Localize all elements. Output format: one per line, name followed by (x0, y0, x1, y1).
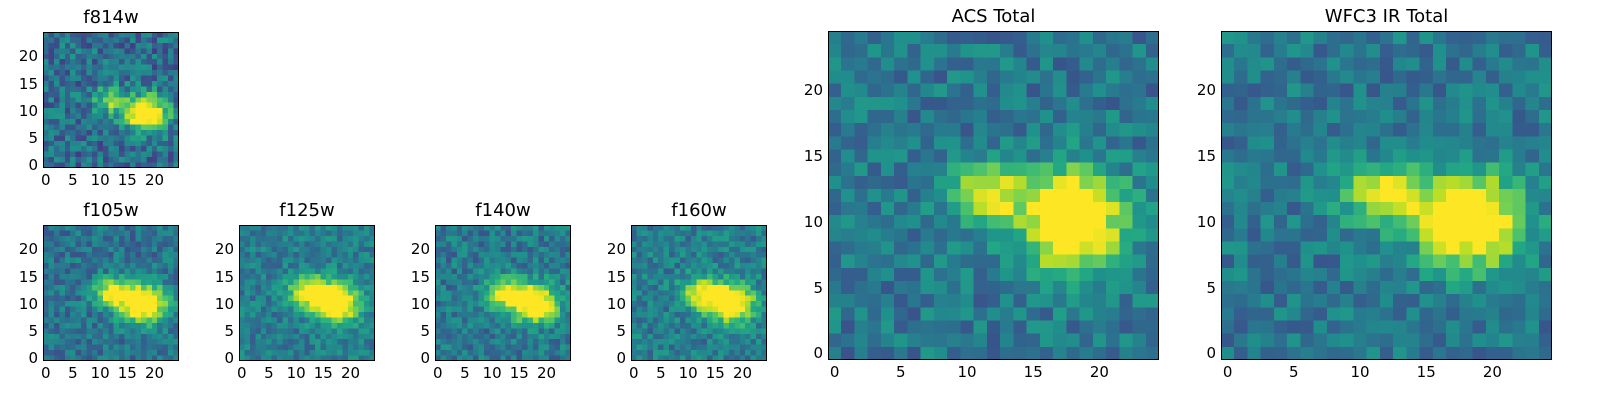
f814w-y-tick-label: 5 (28, 129, 38, 148)
f814w-x-tick-label: 10 (90, 171, 110, 189)
f814w-y-tick-label: 10 (18, 101, 38, 120)
acs-total-y-tick-label: 0 (813, 344, 823, 363)
f105w-x-tick-label: 20 (144, 364, 165, 382)
f105w-y-tick-label: 5 (28, 322, 38, 341)
f105w-y-tick-label: 15 (18, 267, 38, 286)
f105w-image (43, 225, 179, 361)
f140w-y-tick-label: 10 (410, 294, 430, 313)
f140w-x-tick-label: 5 (460, 364, 470, 382)
f814w-x-tick-label: 0 (40, 171, 51, 189)
f160w-y-tick-label: 0 (616, 349, 626, 368)
f160w-title: f160w (671, 200, 727, 221)
f125w-y-tick-label: 10 (214, 294, 234, 313)
acs-total-title: ACS Total (951, 6, 1036, 27)
f814w-y-tick-label: 15 (18, 74, 38, 93)
f140w-title: f140w (475, 200, 531, 221)
acs-total-y-tick-label: 5 (813, 278, 823, 297)
f814w-image (43, 32, 179, 168)
f125w-image (239, 225, 375, 361)
f814w-x-tick-label: 5 (68, 171, 78, 189)
f140w-image (435, 225, 571, 361)
f160w-x-tick-label: 10 (678, 364, 698, 382)
f160w-x-tick-label: 15 (705, 364, 725, 382)
f140w-x-tick-label: 0 (432, 364, 443, 382)
wfc3-ir-total-y-tick-label: 15 (1196, 147, 1216, 166)
wfc3-ir-total-x-tick-label: 10 (1350, 363, 1370, 381)
f125w-x-tick-label: 10 (286, 364, 306, 382)
wfc3-ir-total-x-tick-label: 0 (1222, 363, 1233, 381)
f140w-y-tick-label: 15 (410, 267, 430, 286)
f814w-x-tick-label: 20 (144, 171, 165, 189)
wfc3-ir-total-image (1221, 31, 1552, 360)
f105w-y-tick-label: 10 (18, 294, 38, 313)
acs-total-x-tick-label: 5 (896, 363, 906, 381)
wfc3-ir-total-y-tick-label: 5 (1206, 278, 1216, 297)
acs-total-x-tick-label: 15 (1023, 363, 1043, 381)
f125w-x-tick-label: 15 (313, 364, 333, 382)
wfc3-ir-total-x-tick-label: 20 (1482, 363, 1502, 381)
acs-total-x-tick-label: 0 (829, 363, 840, 381)
f105w-x-tick-label: 5 (68, 364, 78, 382)
f125w-title: f125w (279, 200, 335, 221)
f140w-x-tick-label: 10 (482, 364, 502, 382)
f814w-y-tick-label: 20 (18, 47, 38, 66)
f125w-x-tick-label: 5 (264, 364, 274, 382)
acs-total-y-tick-label: 15 (803, 147, 823, 166)
f125w-y-tick-label: 15 (214, 267, 234, 286)
f105w-x-tick-label: 0 (40, 364, 51, 382)
acs-total-y-tick-label: 20 (803, 81, 823, 100)
f140w-y-tick-label: 5 (420, 322, 430, 341)
f140w-x-tick-label: 15 (509, 364, 529, 382)
f125w-y-tick-label: 20 (214, 240, 234, 259)
acs-total-x-tick-label: 20 (1089, 363, 1109, 381)
f140w-y-tick-label: 20 (410, 240, 430, 259)
f105w-title: f105w (83, 200, 139, 221)
wfc3-ir-total-title: WFC3 IR Total (1324, 6, 1449, 27)
acs-total-image (828, 31, 1159, 360)
f814w-x-tick-label: 15 (117, 171, 137, 189)
f160w-y-tick-label: 15 (606, 267, 626, 286)
f160w-y-tick-label: 5 (616, 322, 626, 341)
f814w-title: f814w (83, 7, 139, 28)
f140w-x-tick-label: 20 (536, 364, 557, 382)
f125w-x-tick-label: 0 (236, 364, 247, 382)
f105w-x-tick-label: 10 (90, 364, 110, 382)
wfc3-ir-total-y-tick-label: 20 (1196, 81, 1216, 100)
wfc3-ir-total-x-tick-label: 15 (1416, 363, 1436, 381)
f814w-y-tick-label: 0 (28, 156, 38, 175)
acs-total-y-tick-label: 10 (803, 212, 823, 231)
f105w-y-tick-label: 0 (28, 349, 38, 368)
f160w-x-tick-label: 5 (656, 364, 666, 382)
wfc3-ir-total-x-tick-label: 5 (1289, 363, 1299, 381)
f160w-image (631, 225, 767, 361)
f160w-y-tick-label: 20 (606, 240, 626, 259)
acs-total-x-tick-label: 10 (957, 363, 977, 381)
f105w-y-tick-label: 20 (18, 240, 38, 259)
f125w-x-tick-label: 20 (340, 364, 361, 382)
f160w-y-tick-label: 10 (606, 294, 626, 313)
f125w-y-tick-label: 0 (224, 349, 234, 368)
f160w-x-tick-label: 20 (732, 364, 753, 382)
f140w-y-tick-label: 0 (420, 349, 430, 368)
f125w-y-tick-label: 5 (224, 322, 234, 341)
wfc3-ir-total-y-tick-label: 10 (1196, 212, 1216, 231)
f105w-x-tick-label: 15 (117, 364, 137, 382)
wfc3-ir-total-y-tick-label: 0 (1206, 344, 1216, 363)
f160w-x-tick-label: 0 (628, 364, 639, 382)
